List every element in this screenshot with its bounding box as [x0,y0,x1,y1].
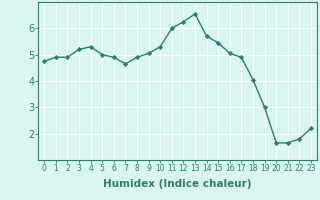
X-axis label: Humidex (Indice chaleur): Humidex (Indice chaleur) [103,179,252,189]
